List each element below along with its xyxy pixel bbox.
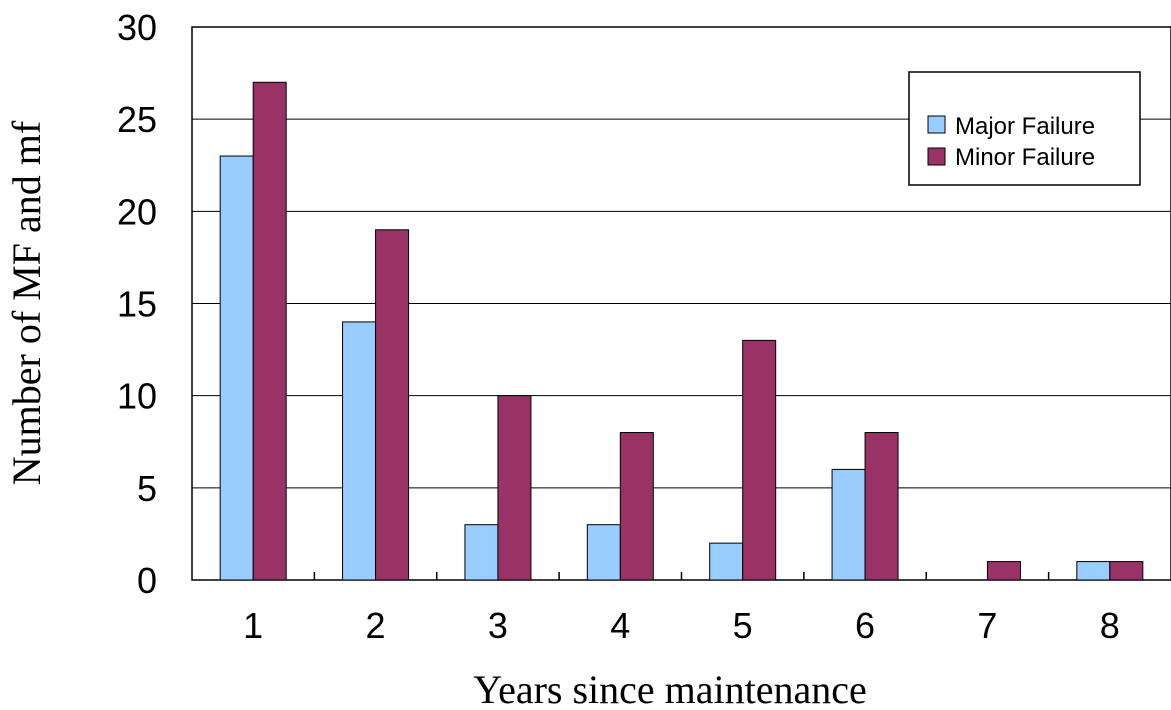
legend: Major Failure Minor Failure — [908, 71, 1141, 186]
legend-label-major-failure: Major Failure — [955, 113, 1095, 140]
y-tick-label-10: 10 — [117, 376, 157, 417]
bar-minor-failure-year-1 — [252, 81, 287, 581]
bar-minor-failure-year-8 — [1109, 561, 1144, 581]
legend-box — [908, 71, 1141, 186]
bar-minor-failure-year-6 — [864, 432, 899, 581]
bar-minor-failure-year-5 — [742, 339, 777, 581]
y-axis-title: Number of MF and mf — [4, 120, 49, 485]
legend-label-minor-failure: Minor Failure — [955, 144, 1095, 171]
x-tick-label-2: 2 — [366, 605, 386, 646]
y-tick-label-30: 30 — [117, 7, 157, 48]
y-tick-label-0: 0 — [137, 560, 157, 601]
legend-swatch-minor-failure — [927, 147, 946, 166]
bar-minor-failure-year-4 — [619, 432, 654, 581]
x-tick-label-7: 7 — [977, 605, 997, 646]
bar-major-failure-year-1 — [219, 155, 254, 581]
x-tick-label-6: 6 — [855, 605, 875, 646]
x-axis-title: Years since maintenance — [473, 667, 867, 710]
x-tick-label-5: 5 — [733, 605, 753, 646]
x-axis-tick-marks — [313, 572, 1050, 580]
x-axis-tick-labels: 1 2 3 4 5 6 7 8 — [243, 605, 1120, 646]
y-axis-tick-labels: 0 5 10 15 20 25 30 — [117, 7, 157, 601]
bar-minor-failure-year-3 — [497, 395, 532, 581]
bar-major-failure-year-2 — [342, 321, 377, 581]
bars — [219, 81, 1144, 581]
bar-major-failure-year-4 — [586, 524, 621, 581]
x-tick-label-4: 4 — [610, 605, 630, 646]
y-tick-label-20: 20 — [117, 191, 157, 232]
bar-major-failure-year-3 — [464, 524, 499, 581]
legend-swatch-major-failure — [927, 115, 946, 134]
bar-minor-failure-year-2 — [375, 229, 410, 581]
bar-major-failure-year-6 — [831, 468, 866, 581]
y-tick-label-5: 5 — [137, 468, 157, 509]
bar-minor-failure-year-7 — [986, 561, 1021, 581]
x-tick-label-1: 1 — [243, 605, 263, 646]
y-tick-label-25: 25 — [117, 99, 157, 140]
bar-major-failure-year-8 — [1076, 561, 1111, 581]
bar-major-failure-year-5 — [709, 542, 744, 581]
x-tick-label-8: 8 — [1100, 605, 1120, 646]
x-tick-label-3: 3 — [488, 605, 508, 646]
y-tick-label-15: 15 — [117, 284, 157, 325]
